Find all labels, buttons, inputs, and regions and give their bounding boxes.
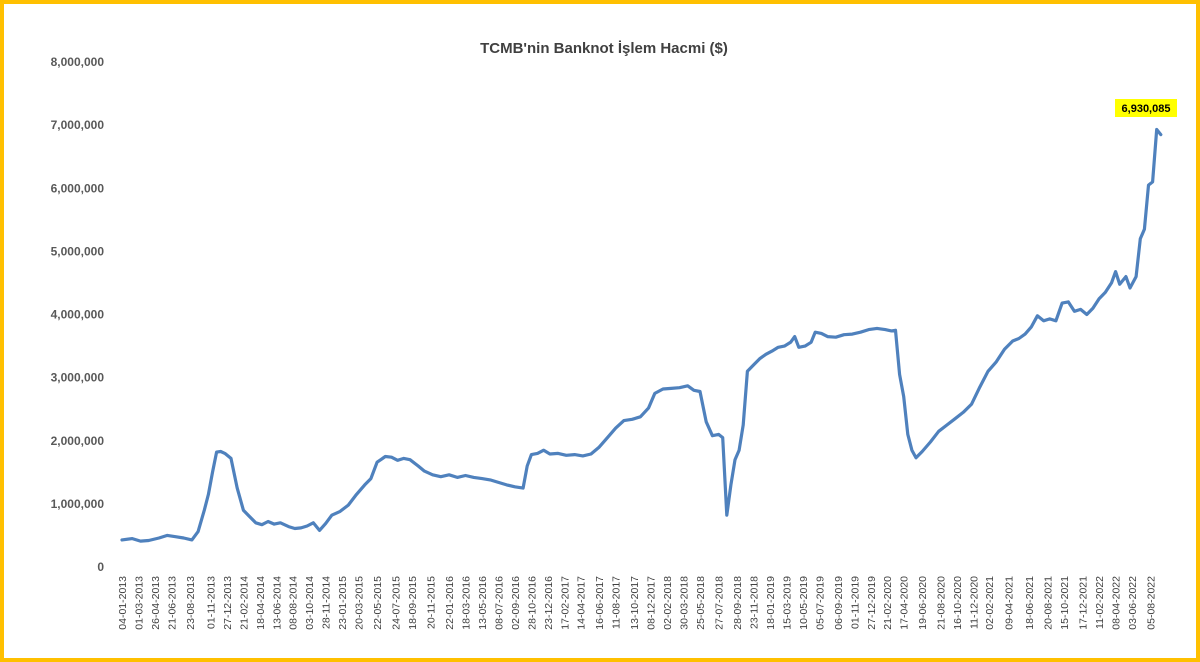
x-tick-label: 08-08-2014 — [288, 576, 300, 630]
y-tick-label: 4,000,000 — [51, 308, 105, 322]
x-tick-label: 17-12-2021 — [1078, 576, 1090, 630]
x-tick-label: 11-02-2022 — [1094, 576, 1106, 629]
x-tick-label: 21-08-2020 — [936, 576, 948, 630]
y-tick-label: 6,000,000 — [51, 181, 105, 195]
y-axis: 0 1,000,000 2,000,000 3,000,000 4,000,000 5,0… — [51, 55, 105, 574]
x-tick-label: 01-03-2013 — [133, 576, 145, 630]
x-tick-label: 26-04-2013 — [150, 576, 162, 630]
x-tick-label: 21-02-2014 — [238, 576, 250, 630]
x-tick-label: 01-11-2019 — [849, 576, 861, 629]
y-tick-label: 2,000,000 — [51, 434, 105, 448]
x-tick-label: 09-04-2021 — [1004, 576, 1016, 630]
y-tick-label: 3,000,000 — [51, 371, 105, 385]
x-tick-label: 19-06-2020 — [917, 576, 929, 630]
x-tick-label: 16-10-2020 — [952, 576, 964, 630]
y-tick-label: 8,000,000 — [51, 55, 105, 69]
y-tick-label: 7,000,000 — [51, 118, 105, 132]
x-tick-label: 14-04-2017 — [576, 576, 588, 630]
x-tick-label: 25-05-2018 — [695, 576, 707, 630]
x-tick-label: 17-04-2020 — [899, 576, 911, 630]
x-tick-label: 01-11-2013 — [205, 576, 217, 629]
x-tick-label: 11-08-2017 — [611, 576, 623, 629]
x-tick-label: 30-03-2018 — [679, 576, 691, 630]
x-tick-label: 02-09-2016 — [510, 576, 522, 630]
x-tick-label: 23-12-2016 — [543, 576, 555, 630]
x-tick-label: 10-05-2019 — [798, 576, 810, 630]
x-tick-label: 05-07-2019 — [814, 576, 826, 630]
x-tick-label: 18-04-2014 — [255, 576, 267, 630]
x-tick-label: 18-03-2016 — [461, 576, 473, 630]
x-tick-label: 13-06-2014 — [271, 576, 283, 630]
x-tick-label: 27-12-2019 — [866, 576, 878, 630]
x-tick-label: 20-08-2021 — [1043, 576, 1055, 630]
x-tick-label: 03-06-2022 — [1127, 576, 1139, 630]
x-tick-label: 16-06-2017 — [594, 576, 606, 630]
x-tick-label: 21-02-2020 — [882, 576, 894, 630]
x-tick-label: 04-01-2013 — [117, 576, 129, 630]
y-tick-label: 1,000,000 — [51, 497, 105, 511]
x-tick-label: 28-09-2018 — [732, 576, 744, 630]
x-tick-label: 23-01-2015 — [337, 576, 349, 630]
y-tick-label: 0 — [97, 560, 104, 574]
x-tick-label: 08-12-2017 — [646, 576, 658, 630]
x-tick-label: 18-09-2015 — [407, 576, 419, 630]
x-tick-label: 03-10-2014 — [304, 576, 316, 630]
x-tick-label: 15-10-2021 — [1059, 576, 1071, 630]
x-tick-label: 20-11-2015 — [426, 576, 438, 629]
peak-value-callout-bg — [1115, 99, 1177, 117]
x-tick-label: 13-05-2016 — [477, 576, 489, 630]
series-layer — [120, 127, 1163, 543]
x-tick-label: 22-05-2015 — [372, 576, 384, 630]
x-tick-label: 13-10-2017 — [629, 576, 641, 630]
x-tick-label: 27-07-2018 — [714, 576, 726, 630]
x-tick-label: 06-09-2019 — [833, 576, 845, 630]
x-tick-label: 08-07-2016 — [493, 576, 505, 630]
x-tick-label: 20-03-2015 — [354, 576, 366, 630]
x-tick-label: 15-03-2019 — [781, 576, 793, 630]
x-tick-label: 28-11-2014 — [321, 576, 333, 629]
x-tick-label: 22-01-2016 — [444, 576, 456, 630]
x-tick-label: 23-08-2013 — [185, 576, 197, 630]
x-tick-label: 24-07-2015 — [391, 576, 403, 630]
annotation-layer: 6,930,085 — [1115, 99, 1177, 117]
x-tick-label: 05-08-2022 — [1146, 576, 1158, 630]
x-tick-label: 21-06-2013 — [166, 576, 178, 630]
x-tick-label: 11-12-2020 — [969, 576, 981, 629]
x-tick-label: 23-11-2018 — [749, 576, 761, 629]
x-tick-label: 02-02-2021 — [984, 576, 996, 630]
x-tick-label: 02-02-2018 — [662, 576, 674, 630]
y-tick-label: 5,000,000 — [51, 244, 105, 258]
peak-value-callout: 6,930,085 — [1122, 103, 1171, 115]
x-tick-label: 08-04-2022 — [1111, 576, 1123, 630]
x-tick-label: 28-10-2016 — [526, 576, 538, 630]
chart-plot-area: 0 1,000,000 2,000,000 3,000,000 4,000,000 5,0… — [51, 55, 1177, 630]
x-tick-label: 18-01-2019 — [765, 576, 777, 630]
x-axis: 04-01-2013 01-03-2013 26-04-2013 21-06-2013… — [117, 576, 1158, 630]
x-tick-label: 17-02-2017 — [559, 576, 571, 630]
x-tick-label: 27-12-2013 — [222, 576, 234, 630]
series-line — [120, 127, 1163, 543]
x-tick-label: 18-06-2021 — [1024, 576, 1036, 630]
chart-title: TCMB'nin Banknot İşlem Hacmi ($) — [480, 40, 728, 57]
